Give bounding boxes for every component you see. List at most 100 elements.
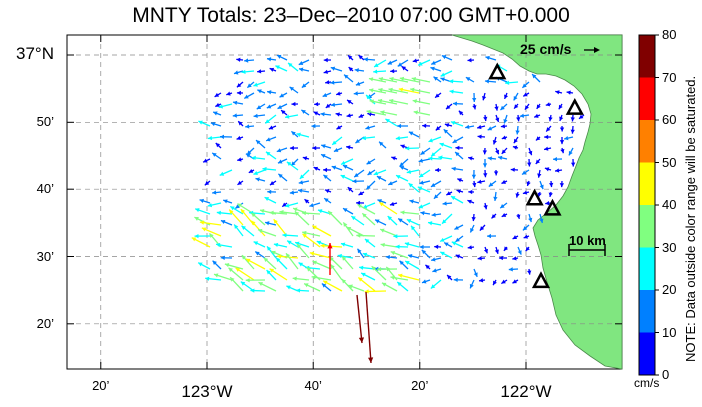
colorbar-segment — [639, 332, 655, 375]
current-vector-arrow — [477, 256, 486, 261]
current-vector-arrow — [371, 265, 387, 281]
current-vector-arrow — [493, 169, 499, 176]
current-vector-arrow — [284, 114, 299, 119]
current-vector-arrow — [263, 257, 277, 270]
colorbar — [639, 34, 659, 376]
current-vector-arrow — [361, 135, 376, 141]
current-vector-arrow — [201, 227, 222, 237]
current-vector-arrow — [369, 99, 387, 105]
colorbar-segment — [639, 35, 655, 78]
longitude-label: 122°W — [500, 382, 552, 401]
current-vector-arrow — [366, 109, 387, 116]
current-vector-arrow — [458, 110, 464, 116]
current-vector-arrow — [211, 152, 222, 160]
current-vector-arrow — [401, 65, 409, 72]
current-vector-arrow — [302, 233, 321, 248]
colorbar-unit: cm/s — [634, 376, 660, 390]
current-vector-arrow — [325, 80, 332, 85]
current-vector-arrow — [380, 110, 398, 116]
current-vector-arrow — [269, 268, 288, 281]
current-vector-arrow — [444, 123, 453, 128]
latitude-label: 30’ — [36, 248, 54, 264]
current-vector-arrow — [535, 158, 541, 165]
current-vector-arrow — [205, 276, 222, 281]
current-vector-arrow — [214, 92, 222, 98]
current-vector-arrow — [380, 242, 398, 248]
current-vector-arrow — [251, 155, 266, 161]
current-vector-arrow — [312, 260, 332, 270]
current-vector-arrow — [570, 125, 575, 134]
current-vector-arrow — [495, 114, 500, 123]
current-vector-arrow — [265, 136, 277, 142]
current-vector-arrow — [523, 234, 530, 239]
current-vector-arrow — [522, 224, 530, 231]
current-vector-arrow — [412, 99, 431, 105]
current-vector-arrow — [548, 114, 553, 122]
current-vector-arrow — [543, 146, 552, 151]
current-vector-arrow — [264, 196, 277, 204]
current-vector-arrow — [198, 120, 211, 127]
current-vector-arrow — [253, 169, 266, 175]
current-vector-arrow — [501, 135, 508, 140]
current-vector-arrow — [312, 225, 332, 237]
frame-ticks — [67, 35, 622, 369]
current-vector-arrow — [246, 81, 255, 89]
current-vector-arrow — [241, 254, 255, 270]
current-vector-arrow — [472, 92, 477, 103]
current-vector-arrow — [303, 283, 321, 292]
current-vector-arrow — [455, 145, 464, 151]
current-vector-arrow — [255, 139, 266, 149]
current-vector-arrow — [554, 168, 563, 173]
current-vector-arrow — [229, 276, 244, 292]
current-vector-arrow — [500, 124, 508, 129]
longitude-label: 20’ — [411, 378, 429, 393]
longitude-label: 123°W — [181, 382, 233, 401]
current-vector-arrow — [378, 201, 398, 215]
current-vector-arrow — [501, 147, 508, 155]
current-vector-arrow — [468, 156, 475, 161]
current-vector-arrow — [291, 101, 299, 107]
current-vector-arrow — [340, 158, 354, 166]
current-vector-arrow — [268, 125, 277, 130]
current-vector-arrow — [311, 275, 332, 281]
current-vector-arrow — [277, 103, 288, 110]
current-vector-arrow — [388, 87, 409, 94]
current-vector-arrow — [336, 125, 343, 130]
current-vector-arrow — [477, 134, 486, 139]
current-vector-arrow — [327, 243, 333, 275]
current-vector-arrow — [280, 109, 288, 116]
current-vector-arrow — [484, 79, 497, 84]
current-vector-arrow — [468, 189, 475, 195]
current-vector-arrow — [279, 92, 288, 98]
current-vector-arrow — [363, 57, 376, 62]
current-vector-arrow — [522, 190, 530, 195]
current-vector-arrow — [236, 57, 244, 62]
current-vector-arrow — [378, 87, 398, 94]
current-vector-arrow — [237, 180, 244, 186]
current-vector-arrow — [513, 103, 519, 110]
current-vector-arrow — [373, 169, 387, 176]
current-vector-arrow — [353, 169, 365, 178]
current-vector-arrow — [253, 81, 266, 87]
current-vector-arrow — [322, 92, 332, 98]
current-vector-arrow — [487, 156, 497, 161]
map-title: MNTY Totals: 23–Dec–2010 07:00 GMT+0.000 — [132, 4, 570, 27]
current-vector-arrow — [347, 54, 354, 61]
current-vector-arrow — [266, 245, 277, 259]
current-vector-arrow — [418, 158, 431, 163]
current-vector-arrow — [454, 224, 464, 231]
current-vector-arrow — [218, 103, 233, 109]
current-vector-arrow — [364, 289, 387, 294]
current-vector-arrow — [323, 174, 332, 182]
current-vector-arrow — [387, 215, 398, 226]
current-vector-arrow — [207, 202, 222, 208]
current-vector-arrow — [298, 67, 310, 72]
current-vector-arrow — [273, 218, 288, 237]
current-vector-arrow — [559, 136, 565, 145]
current-vector-arrow — [294, 210, 310, 226]
current-vector-arrow — [410, 225, 420, 237]
current-vector-arrow — [269, 210, 288, 215]
longitude-label: 20’ — [92, 378, 110, 393]
current-vector-arrow — [302, 156, 310, 161]
current-vector-arrow — [301, 109, 310, 116]
